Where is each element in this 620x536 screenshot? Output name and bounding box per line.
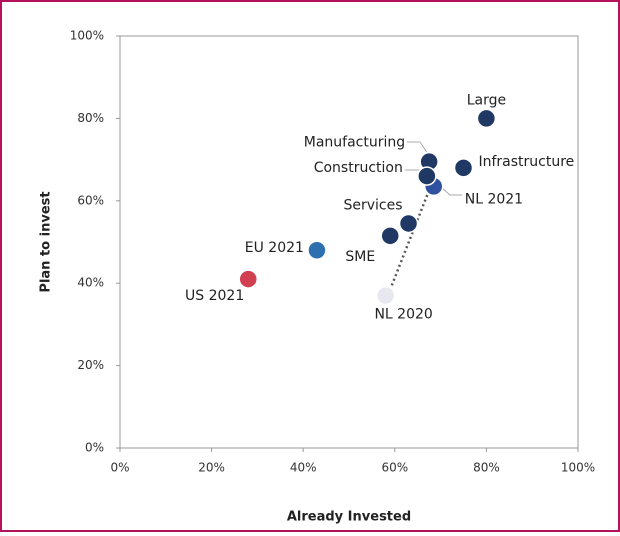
point-label: EU 2021 — [245, 240, 304, 256]
point — [417, 166, 437, 186]
point-label: Infrastructure — [479, 154, 575, 170]
point — [375, 285, 396, 306]
point — [380, 226, 400, 246]
point-label: Services — [343, 197, 402, 213]
x-tick-label: 40% — [290, 461, 317, 475]
point — [238, 269, 258, 289]
x-tick-label: 60% — [381, 461, 408, 475]
x-tick-label: 80% — [473, 461, 500, 475]
x-tick-label: 100% — [561, 461, 595, 475]
x-tick-label: 0% — [110, 461, 129, 475]
x-axis-title: Already Invested — [287, 510, 411, 525]
y-tick-label: 20% — [77, 358, 104, 372]
y-tick-label: 80% — [77, 111, 104, 125]
point — [453, 158, 474, 178]
y-tick-label: 40% — [77, 276, 104, 290]
point — [398, 213, 419, 234]
point-label: NL 2020 — [374, 307, 432, 323]
connector — [388, 187, 432, 291]
point-label: Manufacturing — [304, 135, 405, 151]
plot-area — [119, 35, 579, 449]
point-label: NL 2021 — [465, 191, 523, 207]
y-axis-title: Plan to invest — [39, 191, 54, 292]
point — [307, 240, 327, 260]
point — [476, 108, 497, 129]
y-tick-label: 60% — [77, 193, 104, 207]
x-tick-label: 20% — [198, 461, 225, 475]
leader — [407, 141, 429, 155]
point-label: Construction — [314, 160, 403, 176]
leader — [439, 185, 462, 196]
y-tick-label: 100% — [70, 29, 104, 43]
point-label: SME — [345, 249, 375, 265]
point-label: US 2021 — [185, 288, 244, 304]
y-tick-label: 0% — [85, 441, 104, 455]
point-label: Large — [467, 92, 506, 108]
